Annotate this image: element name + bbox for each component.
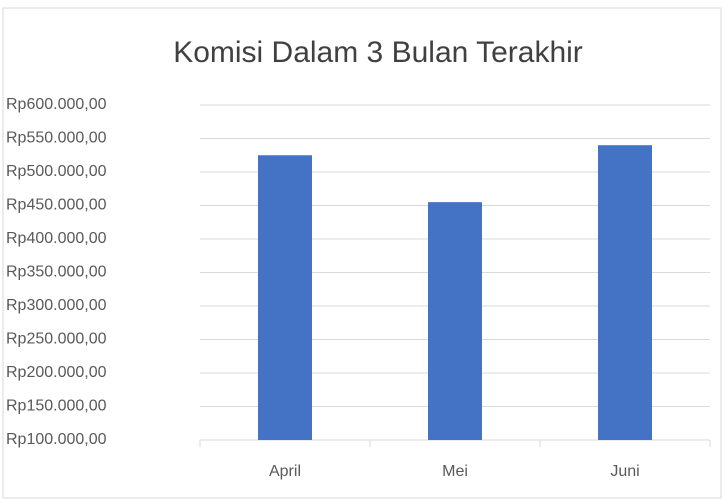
y-tick-label: Rp550.000,00	[6, 130, 107, 147]
y-tick-label: Rp200.000,00	[6, 364, 107, 381]
chart: Komisi Dalam 3 Bulan Terakhir Rp100.000,…	[0, 0, 724, 500]
x-tick-label: Mei	[442, 463, 468, 480]
bar	[428, 202, 482, 440]
y-tick-label: Rp500.000,00	[6, 163, 107, 180]
y-tick-label: Rp250.000,00	[6, 331, 107, 348]
bar	[598, 145, 652, 440]
y-tick-label: Rp400.000,00	[6, 230, 107, 247]
x-tick-label: Juni	[610, 463, 639, 480]
y-tick-label: Rp100.000,00	[6, 431, 107, 448]
y-tick-label: Rp350.000,00	[6, 264, 107, 281]
y-tick-label: Rp450.000,00	[6, 197, 107, 214]
chart-title: Komisi Dalam 3 Bulan Terakhir	[173, 36, 583, 69]
y-tick-label: Rp150.000,00	[6, 398, 107, 415]
bar	[258, 155, 312, 440]
y-tick-label: Rp600.000,00	[6, 96, 107, 113]
y-tick-label: Rp300.000,00	[6, 297, 107, 314]
x-tick-label: April	[269, 463, 301, 480]
